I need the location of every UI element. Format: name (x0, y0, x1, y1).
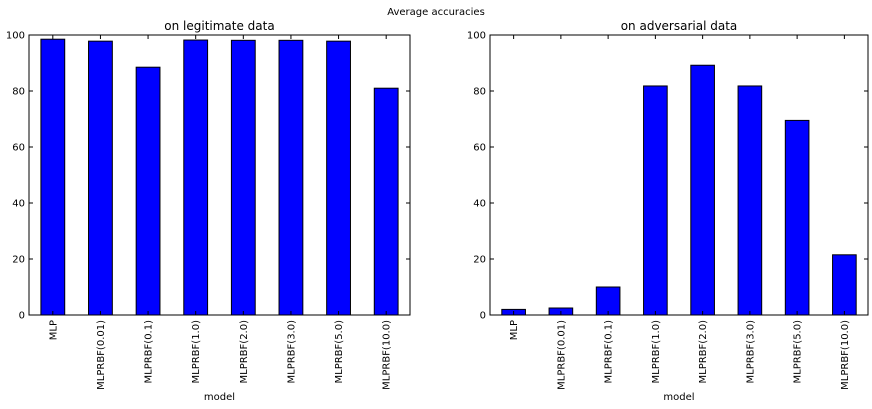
bar-MLPRBF(2.0) (230, 39, 256, 316)
bar-MLPRBF(10.0) (373, 87, 399, 316)
y-tick-label: 60 (12, 143, 25, 154)
x-tick-label: MLPRBF(1.0) (651, 320, 662, 384)
x-axis-label: model (204, 392, 235, 403)
bar-MLPRBF(10.0) (832, 254, 857, 316)
chart-legitimate: on legitimate data 0 20 40 60 80 100 MLP MLPRBF(… (6, 19, 411, 403)
bar-MLPRBF(5.0) (326, 40, 351, 316)
axes-frame (28, 34, 411, 316)
x-tick-label: MLPRBF(1.0) (191, 320, 202, 384)
x-tick-label: MLPRBF(2.0) (239, 320, 250, 384)
bar-MLPRBF(5.0) (784, 119, 810, 316)
x-tick-label: MLP (48, 320, 59, 340)
x-tick-label: MLPRBF(5.0) (793, 320, 804, 384)
x-tick-label: MLPRBF(0.1) (604, 320, 615, 384)
x-tick-label: MLPRBF(5.0) (334, 320, 345, 384)
x-tick-label: MLPRBF(0.01) (96, 320, 107, 390)
figure-suptitle: Average accuracies (387, 7, 485, 18)
x-tick-label: MLPRBF(3.0) (745, 320, 756, 384)
x-tick-label: MLPRBF(2.0) (698, 320, 709, 384)
bar-MLP (40, 38, 66, 316)
x-tick-label: MLPRBF(10.0) (382, 320, 393, 390)
y-tick-label: 80 (473, 87, 486, 98)
bar-MLPRBF(3.0) (737, 85, 763, 316)
chart-title: on adversarial data (621, 19, 738, 33)
y-tick-label: 100 (467, 31, 486, 42)
y-tick-label: 60 (473, 143, 486, 154)
x-tick-label: MLPRBF(0.1) (144, 320, 155, 384)
y-tick-label: 20 (12, 255, 25, 266)
y-tick-label: 100 (6, 31, 25, 42)
bar-MLPRBF(0.01) (88, 40, 113, 316)
axes-frame (489, 34, 869, 316)
x-tick-label: MLPRBF(10.0) (840, 320, 851, 390)
y-tick-label: 20 (473, 255, 486, 266)
x-axis-label: model (663, 392, 694, 403)
y-tick-label: 0 (19, 311, 25, 322)
bar-MLPRBF(0.1) (135, 66, 161, 316)
x-tick-label: MLPRBF(3.0) (286, 320, 297, 384)
bar-MLPRBF(2.0) (690, 64, 715, 316)
x-tick-label: MLPRBF(0.01) (556, 320, 567, 390)
chart-adversarial: on adversarial data 0 20 40 60 80 100 MLP MLPRBF… (467, 19, 869, 403)
bar-MLPRBF(0.1) (595, 286, 621, 316)
bar-MLPRBF(3.0) (278, 39, 304, 316)
bar-MLPRBF(1.0) (643, 85, 668, 316)
y-tick-label: 40 (12, 199, 25, 210)
y-tick-label: 40 (473, 199, 486, 210)
x-tick-label: MLP (509, 320, 520, 340)
y-tick-label: 0 (480, 311, 486, 322)
y-tick-label: 80 (12, 87, 25, 98)
chart-title: on legitimate data (164, 19, 274, 33)
bar-MLPRBF(1.0) (183, 39, 209, 316)
